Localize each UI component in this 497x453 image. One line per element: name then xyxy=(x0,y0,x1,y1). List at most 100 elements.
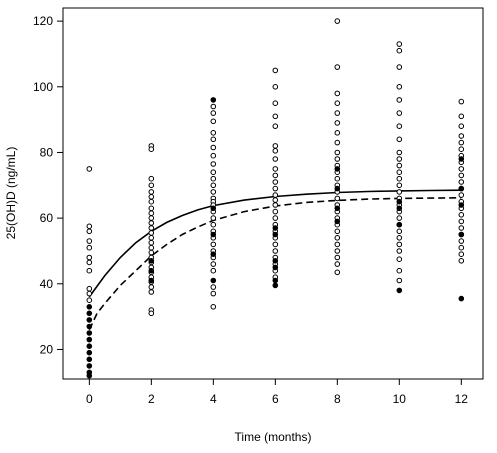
open-data-point xyxy=(86,223,93,230)
open-data-point xyxy=(148,249,155,256)
open-data-point xyxy=(272,172,279,179)
open-data-point xyxy=(210,130,217,136)
open-data-point xyxy=(458,123,465,129)
filled-data-point xyxy=(458,156,465,162)
x-axis: 0 2 4 6 8 10 12 xyxy=(86,379,468,406)
open-data-point xyxy=(210,284,217,290)
dashed-fit-curve xyxy=(88,197,462,331)
open-data-point xyxy=(210,152,217,159)
open-data-point xyxy=(210,189,217,195)
y-axis: 20 40 60 80 100 120 xyxy=(33,14,63,356)
open-data-point xyxy=(334,175,341,182)
open-data-point xyxy=(458,192,465,198)
open-data-point xyxy=(396,235,403,241)
y-tick-label: 80 xyxy=(40,145,54,159)
filled-data-point xyxy=(86,317,93,323)
open-data-point xyxy=(458,139,465,146)
open-data-point xyxy=(86,244,93,251)
open-data-point xyxy=(148,175,155,182)
filled-data-point xyxy=(210,277,217,284)
x-tick-label: 6 xyxy=(272,392,279,406)
open-data-point xyxy=(334,195,341,202)
open-data-point xyxy=(458,98,465,105)
x-tick-label: 8 xyxy=(334,392,341,406)
filled-data-point xyxy=(86,363,93,369)
open-data-point xyxy=(210,221,217,228)
open-data-point xyxy=(334,64,341,70)
open-data-point xyxy=(396,97,403,103)
x-tick-label: 0 xyxy=(86,392,93,406)
open-data-point xyxy=(272,143,279,149)
open-data-point xyxy=(148,244,155,251)
open-data-point xyxy=(458,218,465,225)
open-data-point xyxy=(334,110,341,116)
open-data-point xyxy=(334,269,341,276)
open-data-point xyxy=(210,118,217,125)
open-data-point xyxy=(148,239,155,246)
open-data-point xyxy=(272,179,279,185)
open-data-point xyxy=(210,182,217,189)
open-data-point xyxy=(334,228,341,235)
plot-frame xyxy=(62,7,484,380)
filled-data-point xyxy=(458,295,465,302)
y-tick-label: 60 xyxy=(40,211,54,225)
filled-data-point xyxy=(86,330,93,336)
filled-data-point xyxy=(86,323,93,330)
open-data-point xyxy=(458,166,465,172)
open-data-point xyxy=(396,228,403,235)
filled-data-point xyxy=(86,372,93,379)
open-data-point xyxy=(272,215,279,221)
x-tick-label: 4 xyxy=(210,392,217,406)
open-data-point xyxy=(272,100,279,106)
open-data-point xyxy=(396,149,403,156)
open-data-point xyxy=(148,215,155,221)
open-data-point xyxy=(148,210,155,216)
open-data-point xyxy=(148,198,155,205)
filled-data-point xyxy=(148,258,155,264)
open-data-point xyxy=(334,248,341,254)
open-data-point xyxy=(210,267,217,274)
open-data-point xyxy=(148,284,155,290)
open-data-point xyxy=(458,225,465,231)
open-data-point xyxy=(396,241,403,248)
open-data-point xyxy=(272,148,279,154)
open-data-point xyxy=(86,290,93,297)
filled-data-point xyxy=(148,277,155,284)
y-tick-label: 100 xyxy=(33,80,53,94)
filled-data-point xyxy=(272,258,279,264)
open-data-point xyxy=(86,285,93,292)
filled-data-point xyxy=(272,277,279,284)
open-data-point xyxy=(272,166,279,172)
open-data-point xyxy=(148,310,155,317)
open-data-point xyxy=(272,156,279,162)
open-data-point xyxy=(272,192,279,198)
open-data-point xyxy=(458,212,465,218)
open-data-point xyxy=(396,248,403,254)
open-data-point xyxy=(396,156,403,162)
filled-data-point xyxy=(86,356,93,363)
filled-data-point xyxy=(458,231,465,238)
open-data-point xyxy=(458,113,465,120)
y-axis-label: 25(OH)D (ng/mL) xyxy=(4,147,18,240)
open-data-point xyxy=(334,261,341,267)
open-data-point xyxy=(334,254,341,261)
filled-data-point xyxy=(86,310,93,317)
open-data-point xyxy=(86,238,93,244)
filled-data-point xyxy=(334,205,341,212)
open-data-point xyxy=(272,123,279,129)
open-data-point xyxy=(210,103,217,110)
open-data-point xyxy=(396,64,403,70)
open-data-point xyxy=(86,254,93,261)
open-data-point xyxy=(210,261,217,267)
open-data-point xyxy=(334,241,341,248)
filled-data-point xyxy=(396,287,403,294)
open-data-point xyxy=(458,172,465,179)
open-data-point xyxy=(210,136,217,143)
open-data-point xyxy=(334,139,341,146)
open-data-point xyxy=(334,120,341,126)
filled-data-point xyxy=(396,205,403,212)
open-data-point xyxy=(458,146,465,152)
filled-data-point xyxy=(334,166,341,172)
